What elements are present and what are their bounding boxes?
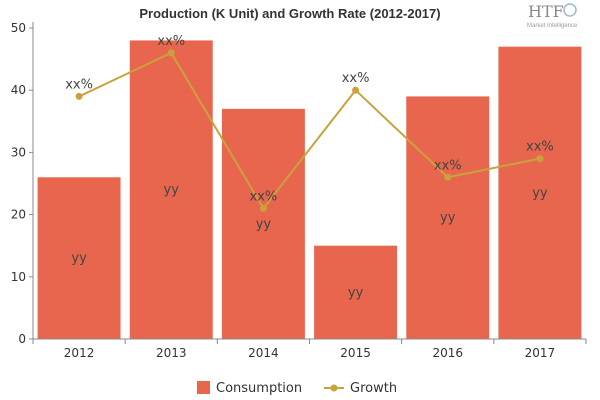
x-tick-label: 2017 xyxy=(525,346,556,360)
growth-data-label: xx% xyxy=(434,158,462,173)
growth-point-2015 xyxy=(352,86,360,94)
y-tick-label: 10 xyxy=(11,270,26,284)
logo-tagline: Market Intelligence xyxy=(527,23,578,29)
bar-consumption-2014 xyxy=(221,108,305,339)
chart-title: Production (K Unit) and Growth Rate (201… xyxy=(139,6,440,21)
bar-data-label: yy xyxy=(348,285,364,300)
y-tick-label: 40 xyxy=(11,83,26,97)
bar-data-label: yy xyxy=(256,217,272,232)
growth-point-2012 xyxy=(75,92,83,100)
bar-data-label: yy xyxy=(532,186,548,201)
growth-data-label: xx% xyxy=(342,71,370,86)
growth-point-2016 xyxy=(444,173,452,181)
x-tick-label: 2014 xyxy=(248,346,279,360)
globe-icon xyxy=(563,3,577,17)
y-axis: 0 10 20 30 40 50 xyxy=(11,21,34,346)
x-tick-label: 2013 xyxy=(156,346,187,360)
legend-swatch-consumption xyxy=(197,381,210,394)
growth-point-2014 xyxy=(259,204,267,212)
growth-point-2013 xyxy=(167,49,175,57)
growth-line xyxy=(78,51,541,211)
y-tick-label: 50 xyxy=(11,21,26,35)
growth-line-layer: xx% xx% xx% xx% xx% xx% xyxy=(65,34,554,212)
x-tick-label: 2012 xyxy=(64,346,95,360)
legend: Consumption Growth xyxy=(197,381,397,396)
legend-swatch-growth-marker xyxy=(330,384,338,392)
bar-consumption-2016 xyxy=(406,96,490,339)
legend-label-consumption: Consumption xyxy=(216,381,302,396)
bar-consumption-2013 xyxy=(129,40,213,339)
x-axis: 2012 2013 2014 2015 2016 2017 xyxy=(32,338,587,360)
growth-point-2017 xyxy=(536,155,544,163)
growth-data-label: xx% xyxy=(65,77,93,92)
bar-consumption-2017 xyxy=(498,46,582,339)
htf-logo: HTF Market Intelligence xyxy=(527,2,578,29)
logo-wordmark: HTF xyxy=(528,2,564,21)
bar-data-label: yy xyxy=(164,183,180,198)
growth-data-label: xx% xyxy=(157,34,185,49)
legend-label-growth: Growth xyxy=(350,381,397,396)
bar-data-label: yy xyxy=(440,211,456,226)
y-tick-label: 20 xyxy=(11,208,26,222)
y-tick-label: 0 xyxy=(18,332,26,346)
x-tick-label: 2015 xyxy=(340,346,371,360)
bar-labels-layer: yy yy yy yy yy yy xyxy=(71,183,548,301)
growth-data-label: xx% xyxy=(526,140,554,155)
bar-consumption-2015 xyxy=(314,245,398,339)
x-tick-label: 2016 xyxy=(432,346,463,360)
growth-data-label: xx% xyxy=(250,189,278,204)
bar-data-label: yy xyxy=(71,251,87,266)
bar-consumption-2012 xyxy=(37,177,121,339)
y-tick-label: 30 xyxy=(11,145,26,159)
bars-layer xyxy=(37,40,582,339)
